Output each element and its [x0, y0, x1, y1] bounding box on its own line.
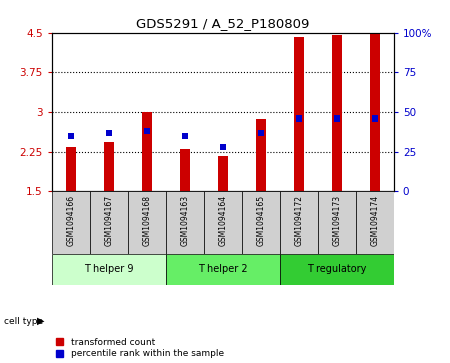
Text: GSM1094165: GSM1094165 [256, 195, 265, 246]
Title: GDS5291 / A_52_P180809: GDS5291 / A_52_P180809 [136, 17, 310, 30]
Bar [372, 115, 378, 122]
Bar [258, 130, 264, 136]
Text: GSM1094168: GSM1094168 [142, 195, 151, 245]
Bar [280, 254, 394, 285]
Bar [370, 34, 379, 191]
Text: T regulatory: T regulatory [307, 264, 366, 274]
Bar [180, 149, 189, 191]
Text: GSM1094173: GSM1094173 [332, 195, 341, 246]
Bar [166, 254, 280, 285]
Bar [52, 191, 90, 254]
Text: T helper 2: T helper 2 [198, 264, 248, 274]
Bar [280, 191, 318, 254]
Text: cell type: cell type [4, 317, 44, 326]
Bar [220, 144, 225, 150]
Text: GSM1094172: GSM1094172 [294, 195, 303, 245]
Bar [182, 133, 188, 139]
Bar [356, 191, 394, 254]
Text: GSM1094174: GSM1094174 [370, 195, 379, 246]
Bar [142, 112, 152, 191]
Text: T helper 9: T helper 9 [84, 264, 134, 274]
Bar [68, 133, 74, 139]
Bar [242, 191, 280, 254]
Bar [296, 115, 302, 122]
Bar [106, 130, 112, 136]
Bar [144, 128, 149, 134]
Text: ▶: ▶ [37, 316, 45, 326]
Text: GSM1094163: GSM1094163 [180, 195, 189, 246]
Legend: transformed count, percentile rank within the sample: transformed count, percentile rank withi… [56, 338, 224, 359]
Bar [204, 191, 242, 254]
Bar [52, 254, 166, 285]
Text: GSM1094167: GSM1094167 [104, 195, 113, 246]
Bar [334, 115, 340, 122]
Bar [104, 142, 113, 191]
Bar [66, 147, 76, 191]
Bar [218, 156, 228, 191]
Text: GSM1094166: GSM1094166 [66, 195, 75, 246]
Bar [332, 35, 342, 191]
Bar [128, 191, 166, 254]
Bar [90, 191, 128, 254]
Bar [294, 37, 303, 191]
Text: GSM1094164: GSM1094164 [218, 195, 227, 246]
Bar [318, 191, 356, 254]
Bar [166, 191, 204, 254]
Bar [256, 119, 265, 191]
